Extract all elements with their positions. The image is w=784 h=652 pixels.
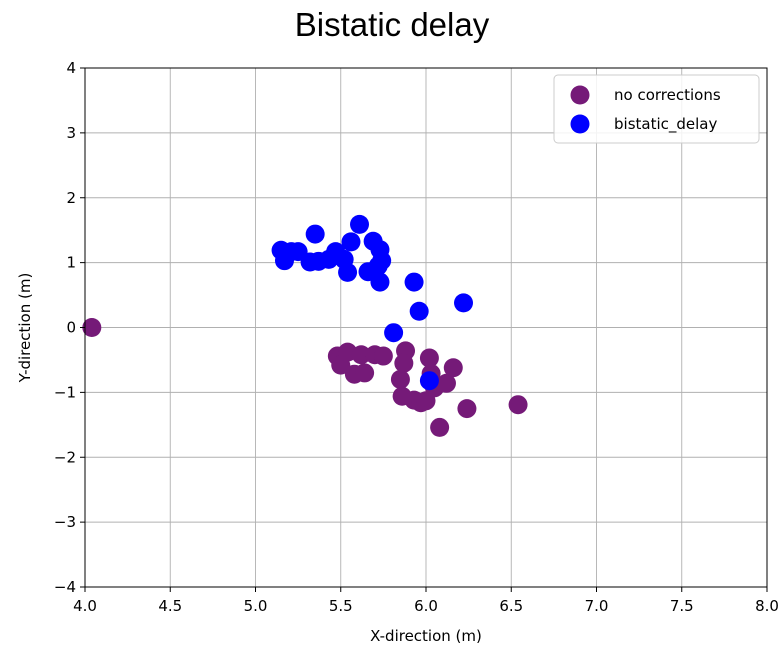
y-tick-label: −1 (54, 383, 76, 401)
data-point (341, 232, 361, 252)
y-tick-label: −4 (54, 578, 76, 596)
data-point (454, 293, 474, 313)
legend-label: no corrections (614, 86, 721, 104)
data-point (351, 345, 371, 365)
y-tick-label: 3 (66, 124, 76, 142)
data-point (419, 348, 439, 368)
data-point (370, 272, 390, 292)
y-tick-label: 4 (66, 59, 76, 77)
x-tick-label: 4.5 (158, 597, 182, 615)
legend: no corrections bistatic_delay (553, 74, 760, 144)
x-axis-label: X-direction (m) (370, 627, 482, 645)
x-tick-label: 6.0 (414, 597, 438, 615)
y-tick-label: 1 (66, 254, 76, 272)
data-point (82, 318, 102, 337)
legend-label: bistatic_delay (614, 115, 717, 134)
data-point (373, 346, 393, 366)
data-point (355, 363, 375, 383)
legend-marker (570, 85, 590, 105)
y-tick-label: 2 (66, 189, 76, 207)
data-point (508, 395, 528, 415)
data-point (305, 224, 325, 244)
data-point (430, 417, 450, 437)
x-tick-label: 7.5 (670, 597, 694, 615)
data-point (409, 301, 429, 321)
data-point (419, 371, 439, 391)
y-tick-label: −3 (54, 513, 76, 531)
data-point (350, 214, 370, 234)
data-point (390, 369, 410, 389)
data-point (436, 373, 456, 393)
x-tick-label: 7.0 (585, 597, 609, 615)
data-point (443, 358, 463, 378)
x-tick-label: 5.0 (244, 597, 268, 615)
data-point (372, 251, 392, 271)
x-tick-label: 8.0 (755, 597, 779, 615)
legend-box (553, 74, 760, 144)
data-point (384, 323, 404, 343)
y-tick-label: −2 (54, 448, 76, 466)
x-tick-label: 4.0 (73, 597, 97, 615)
x-tick-label: 6.5 (499, 597, 523, 615)
y-axis-label: Y-direction (m) (16, 273, 34, 384)
x-tick-label: 5.5 (329, 597, 353, 615)
data-point (338, 262, 358, 282)
data-point (457, 399, 477, 419)
series-bistatic-delay (271, 214, 474, 391)
legend-marker (570, 114, 590, 134)
chart-title: Bistatic delay (294, 6, 490, 43)
y-tick-label: 0 (66, 319, 76, 337)
data-point (404, 272, 424, 292)
data-point (394, 353, 414, 373)
